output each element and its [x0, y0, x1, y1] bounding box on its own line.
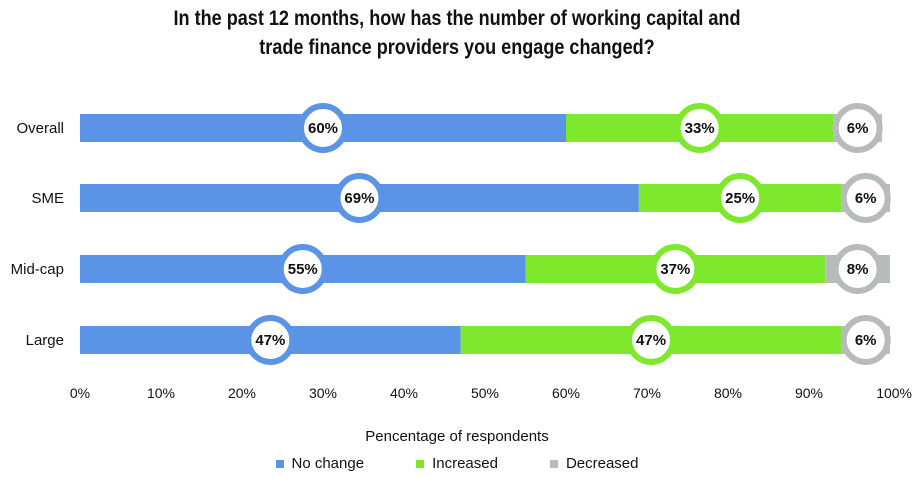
category-label-mid-cap: Mid-cap — [11, 261, 64, 278]
value-bubble-sme-increased — [715, 173, 766, 223]
value-label-mid-cap-increased: 37% — [660, 261, 690, 278]
bars-layer — [80, 114, 890, 354]
chart-title-line-1: In the past 12 months, how has the numbe… — [173, 7, 741, 30]
legend-item-no-change: No change — [275, 455, 365, 472]
value-label-overall-decreased: 6% — [847, 120, 869, 137]
x-tick-labels: 0% 10% 20% 30% 40% 50% 60% 70% 80% 90% 100% — [70, 385, 912, 401]
value-bubble-sme-decreased — [840, 173, 891, 223]
legend-item-increased: Increased — [416, 455, 498, 472]
x-tick-label-30: 30% — [309, 385, 337, 401]
legend-item-decreased: Decreased — [549, 455, 639, 472]
x-tick-label-20: 20% — [228, 385, 256, 401]
x-tick-label-60: 60% — [552, 385, 580, 401]
value-label-large-no-change: 47% — [255, 332, 285, 349]
value-bubble-overall-no-change — [298, 103, 348, 153]
x-tick-label-50: 50% — [471, 385, 499, 401]
value-label-sme-no-change: 69% — [344, 190, 374, 207]
category-label-sme: SME — [31, 190, 64, 207]
category-label-overall: Overall — [16, 120, 64, 137]
category-labels: Overall SME Mid-cap Large — [11, 120, 64, 349]
x-tick-label-80: 80% — [714, 385, 742, 401]
value-bubble-overall-increased — [674, 103, 725, 153]
x-axis-label: Pencentage of respondents — [365, 428, 549, 445]
x-tick-label-10: 10% — [147, 385, 175, 401]
value-bubble-mid-cap-decreased — [832, 244, 883, 294]
chart-title: In the past 12 months, how has the numbe… — [64, 4, 850, 62]
legend-label-increased: Increased — [432, 455, 498, 472]
value-bubble-large-no-change — [245, 315, 296, 365]
x-tick-label-70: 70% — [633, 385, 661, 401]
value-label-mid-cap-decreased: 8% — [847, 261, 869, 278]
value-bubble-sme-no-change — [334, 173, 385, 223]
legend-swatch-no-change — [275, 459, 284, 468]
legend: No change Increased Decreased — [0, 455, 914, 472]
category-label-large: Large — [26, 332, 64, 349]
chart-title-line-2: trade finance providers you engage chang… — [259, 36, 655, 59]
legend-swatch-decreased — [549, 459, 558, 468]
value-label-overall-increased: 33% — [685, 120, 715, 137]
value-bubble-mid-cap-no-change — [277, 244, 328, 294]
legend-label-no-change: No change — [291, 455, 365, 472]
bubbles-layer: 60% 33% 6% 69% 25% 6% 55% 37% 8% 47% 47% 6% — [245, 103, 891, 365]
x-tick-label-40: 40% — [390, 385, 418, 401]
x-tick-label-90: 90% — [795, 385, 823, 401]
value-label-sme-increased: 25% — [725, 190, 755, 207]
value-label-sme-decreased: 6% — [855, 190, 877, 207]
x-tick-label-100: 100% — [876, 385, 912, 401]
legend-swatch-increased — [416, 459, 425, 468]
value-bubble-mid-cap-increased — [650, 244, 701, 294]
legend-label-decreased: Decreased — [565, 455, 639, 472]
value-bubble-large-increased — [626, 315, 677, 365]
value-bubble-overall-decreased — [832, 103, 883, 153]
value-label-mid-cap-no-change: 55% — [288, 261, 318, 278]
value-bubble-large-decreased — [840, 315, 891, 365]
value-label-large-decreased: 6% — [855, 332, 877, 349]
x-tick-label-0: 0% — [70, 385, 90, 401]
value-label-overall-no-change: 60% — [308, 120, 338, 137]
value-label-large-increased: 47% — [636, 332, 666, 349]
